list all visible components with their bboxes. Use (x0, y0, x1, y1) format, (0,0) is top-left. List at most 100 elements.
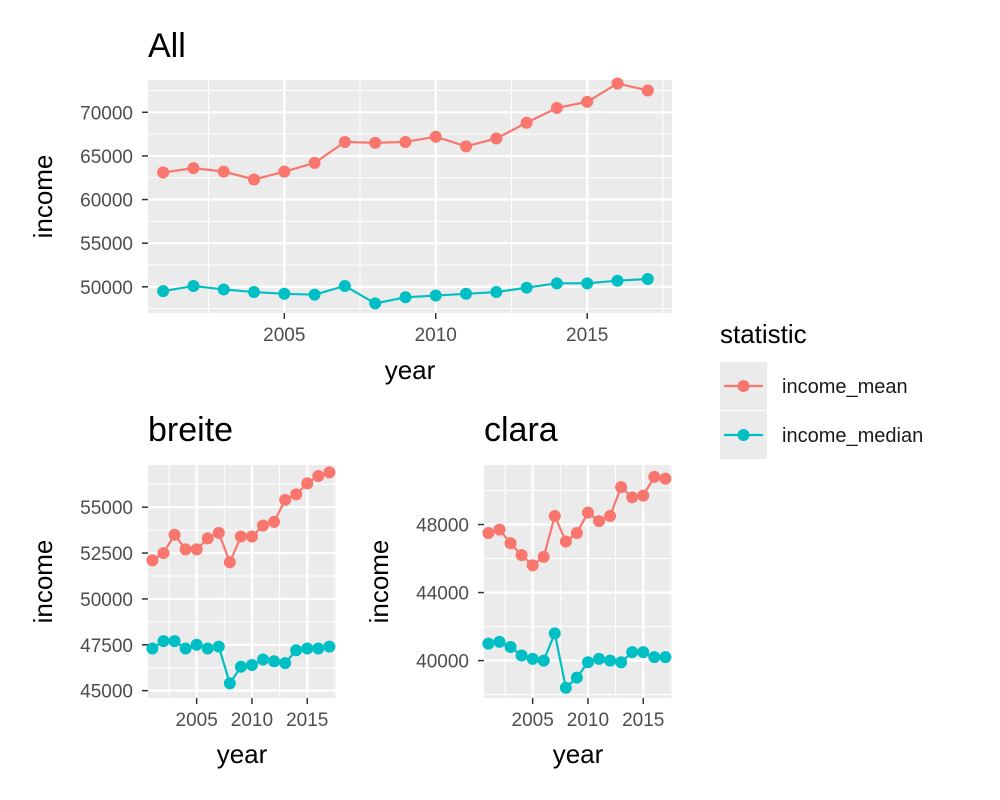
breite-data-point-income-mean (323, 466, 336, 479)
clara-x-tick-label: 2015 (622, 710, 664, 731)
breite-data-point-income-mean (223, 556, 236, 569)
breite-data-point-income-median (179, 642, 192, 655)
legend-key (720, 411, 767, 459)
all-data-point-income-median (369, 297, 382, 310)
all-panel-background (148, 80, 672, 313)
all-data-point-income-median (550, 277, 563, 290)
clara-data-point-income-median (659, 651, 672, 664)
breite-data-point-income-median (323, 640, 336, 653)
all-data-point-income-mean (308, 156, 321, 169)
all-data-point-income-median (338, 279, 351, 292)
clara-x-tick-label: 2005 (512, 710, 554, 731)
all-data-point-income-mean (369, 136, 382, 149)
breite-data-point-income-median (157, 635, 170, 648)
clara-data-point-income-mean (559, 535, 572, 548)
all-y-tick-label: 65000 (80, 147, 133, 168)
breite-x-tick-label: 2005 (176, 710, 218, 731)
all-data-point-income-median (399, 291, 412, 304)
all-panel: 50000 55000 60000 65000 70000 2005 2010 2015 All… (28, 27, 672, 385)
breite-data-point-income-mean (146, 554, 159, 567)
clara-data-point-income-median (537, 654, 550, 667)
clara-panel-background (484, 465, 672, 698)
legend-label-income-median: income_median (782, 425, 923, 447)
clara-data-point-income-median (581, 656, 594, 669)
all-data-point-income-mean (187, 162, 200, 175)
clara-data-point-income-mean (659, 472, 672, 485)
legend-label-income-mean: income_mean (782, 376, 908, 398)
all-data-point-income-mean (550, 101, 563, 114)
legend-key-point (737, 380, 750, 392)
all-data-point-income-mean (490, 132, 503, 145)
breite-data-point-income-mean (268, 515, 281, 528)
breite-data-point-income-median (146, 642, 159, 655)
all-y-tick-label: 55000 (80, 234, 133, 255)
breite-y-tick-label: 52500 (80, 544, 133, 565)
clara-data-point-income-median (570, 671, 583, 684)
clara-y-tick-label: 44000 (416, 584, 469, 605)
all-data-point-income-mean (157, 166, 170, 179)
breite-data-point-income-median (245, 658, 258, 671)
all-data-point-income-median (611, 274, 624, 287)
all-data-point-income-median (490, 286, 503, 299)
breite-y-tick-label: 47500 (80, 636, 133, 657)
all-y-tick-label: 60000 (80, 191, 133, 212)
clara-y-axis-title: income (364, 540, 394, 624)
clara-data-point-income-median (626, 646, 639, 659)
breite-data-point-income-mean (190, 543, 203, 556)
all-data-point-income-median (278, 287, 291, 300)
breite-data-point-income-mean (168, 528, 181, 541)
all-data-point-income-median (248, 286, 261, 299)
clara-data-point-income-median (493, 635, 506, 648)
clara-data-point-income-mean (626, 491, 639, 504)
clara-panel: 40000 44000 48000 2005 2010 2015 clara year inco… (364, 411, 672, 769)
all-data-point-income-median (641, 272, 654, 285)
breite-panel-background (148, 465, 336, 698)
clara-data-point-income-mean (515, 549, 528, 562)
clara-y-tick-label: 40000 (416, 652, 469, 673)
clara-data-point-income-mean (548, 510, 561, 523)
clara-data-point-income-mean (482, 527, 495, 540)
clara-y-tick-label: 48000 (416, 516, 469, 537)
breite-chart-title: breite (148, 411, 233, 449)
clara-data-point-income-mean (615, 481, 628, 494)
clara-data-point-income-median (548, 627, 561, 640)
clara-data-point-income-median (559, 681, 572, 694)
all-data-point-income-median (520, 281, 533, 294)
breite-data-point-income-mean (201, 532, 214, 545)
legend-key-point (737, 429, 750, 441)
all-data-point-income-median (217, 283, 230, 296)
clara-data-point-income-median (648, 651, 661, 664)
breite-x-axis-title: year (217, 739, 268, 769)
all-data-point-income-mean (641, 84, 654, 97)
clara-data-point-income-median (604, 654, 617, 667)
breite-data-point-income-mean (312, 470, 325, 483)
all-x-tick-label: 2015 (566, 325, 608, 346)
breite-x-tick-label: 2010 (231, 710, 273, 731)
all-data-point-income-mean (278, 165, 291, 178)
clara-data-point-income-mean (637, 489, 650, 502)
breite-y-tick-label: 50000 (80, 590, 133, 611)
breite-data-point-income-median (223, 677, 236, 690)
clara-data-point-income-mean (526, 559, 539, 572)
breite-x-tick-label: 2015 (286, 710, 328, 731)
clara-data-point-income-mean (648, 470, 661, 483)
clara-data-point-income-median (615, 656, 628, 669)
breite-panel: 45000 47500 50000 52500 55000 2005 2010 2015 bre… (28, 411, 336, 769)
clara-data-point-income-median (482, 637, 495, 650)
all-y-axis-title: income (28, 155, 58, 239)
legend-title: statistic (720, 319, 807, 349)
clara-data-point-income-mean (604, 510, 617, 523)
breite-y-tick-label: 45000 (80, 682, 133, 703)
breite-data-point-income-median (168, 635, 181, 648)
breite-data-point-income-median (279, 657, 292, 670)
clara-data-point-income-mean (493, 523, 506, 536)
breite-data-point-income-mean (234, 530, 247, 543)
breite-data-point-income-median (190, 638, 203, 651)
all-x-tick-label: 2010 (415, 325, 457, 346)
breite-data-point-income-mean (301, 477, 314, 490)
breite-data-point-income-mean (179, 543, 192, 556)
breite-data-point-income-mean (245, 530, 258, 543)
all-data-point-income-mean (460, 140, 473, 153)
breite-data-point-income-median (234, 660, 247, 673)
